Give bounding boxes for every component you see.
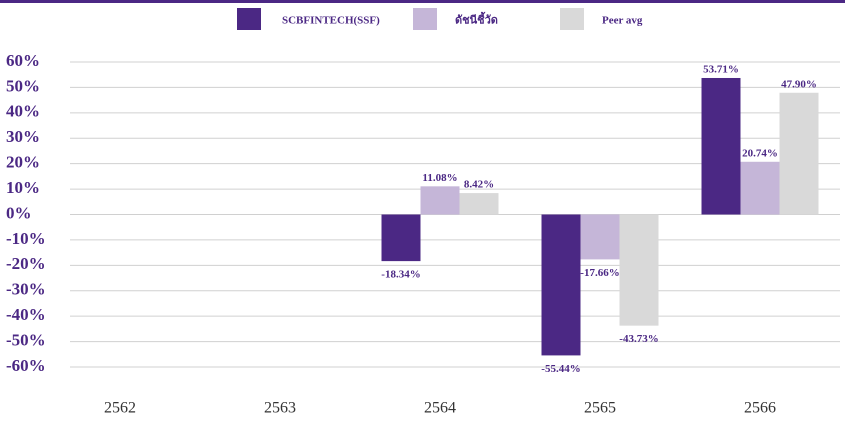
value-label: -55.44%: [541, 363, 580, 375]
value-label: -17.66%: [580, 267, 619, 279]
x-tick-label: 2564: [424, 400, 456, 417]
y-tick-label: -10%: [6, 229, 46, 248]
value-label: -18.34%: [381, 269, 420, 281]
y-tick-label: 40%: [6, 102, 40, 121]
bar: [740, 161, 780, 215]
legend-label: SCBFINTECH(SSF): [282, 15, 380, 27]
y-tick-label: 10%: [6, 178, 40, 197]
y-tick-label: -20%: [6, 254, 46, 273]
y-tick-label: 0%: [6, 203, 32, 222]
value-label: 53.71%: [703, 64, 739, 76]
legend-label: ดัชนีชี้วัด: [455, 12, 498, 27]
bar: [459, 193, 499, 215]
top-border: [0, 0, 845, 3]
bar: [779, 92, 819, 215]
y-tick-label: -60%: [6, 356, 46, 375]
y-tick-label: -30%: [6, 280, 46, 299]
y-tick-label: 50%: [6, 76, 40, 95]
value-label: 47.90%: [781, 78, 817, 90]
y-tick-label: 60%: [6, 51, 40, 70]
bar: [541, 214, 581, 356]
value-label: 8.42%: [464, 179, 494, 191]
x-tick-label: 2563: [264, 400, 296, 417]
bar: [619, 214, 659, 326]
legend-swatch: [413, 8, 437, 30]
x-tick-label: 2566: [744, 400, 776, 417]
legend-label: Peer avg: [602, 15, 643, 27]
bar: [381, 214, 421, 262]
x-tick-label: 2565: [584, 400, 616, 417]
bar: [420, 186, 460, 215]
value-label: 11.08%: [422, 172, 457, 184]
y-tick-label: -40%: [6, 305, 46, 324]
y-tick-label: -50%: [6, 330, 46, 349]
value-label: -43.73%: [619, 333, 658, 345]
legend-swatch: [237, 8, 261, 30]
bar: [580, 214, 620, 260]
legend-swatch: [560, 8, 584, 30]
y-tick-label: 20%: [6, 153, 40, 172]
value-label: 20.74%: [742, 147, 778, 159]
bar: [701, 77, 741, 215]
y-tick-label: 30%: [6, 127, 40, 146]
x-tick-label: 2562: [104, 400, 136, 417]
